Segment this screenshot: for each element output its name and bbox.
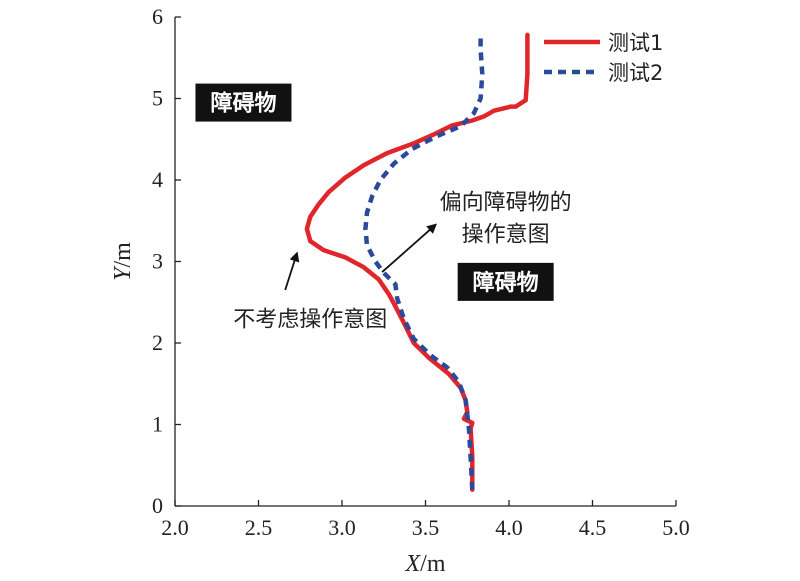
y-axis-label-unit: /m	[110, 242, 136, 268]
x-axis-label: X/m	[404, 551, 445, 577]
obstacle-box	[195, 83, 292, 122]
annotation-arrow	[381, 223, 438, 273]
obstacle-label: 障碍物	[473, 270, 539, 296]
y-tick-label: 6	[152, 4, 163, 29]
y-tick-label: 3	[152, 249, 163, 274]
y-tick-label: 1	[152, 412, 163, 437]
x-tick-label: 3.0	[328, 515, 356, 540]
y-axis-label: Y/m	[110, 242, 136, 281]
annotation-arrow	[284, 251, 300, 291]
x-tick-label: 2.5	[245, 515, 273, 540]
obstacle-box	[457, 262, 554, 301]
x-tick-label: 4.0	[495, 515, 523, 540]
annotation-text: 不考虑操作意图	[233, 308, 387, 333]
annotation-text-line: 偏向障碍物的	[440, 191, 572, 216]
x-axis-label-unit: /m	[420, 551, 446, 577]
x-tick-label: 5.0	[662, 515, 690, 540]
x-tick-label: 3.5	[412, 515, 440, 540]
y-tick-label: 5	[152, 86, 163, 111]
legend-label-1: 测试1	[608, 31, 663, 55]
series-line-1	[304, 32, 530, 492]
y-tick-label: 4	[152, 167, 163, 192]
y-tick-label: 0	[152, 493, 163, 518]
x-axis-label-var: X	[404, 551, 421, 577]
obstacle-label: 障碍物	[210, 91, 276, 117]
legend-label-2: 测试2	[608, 61, 663, 85]
series-line-2	[363, 34, 485, 490]
annotation-text-line: 操作意图	[462, 223, 550, 248]
y-tick-label: 2	[152, 330, 163, 355]
x-tick-label: 2.0	[161, 515, 189, 540]
y-axis-label-var: Y	[110, 265, 136, 281]
x-tick-label: 4.5	[579, 515, 607, 540]
